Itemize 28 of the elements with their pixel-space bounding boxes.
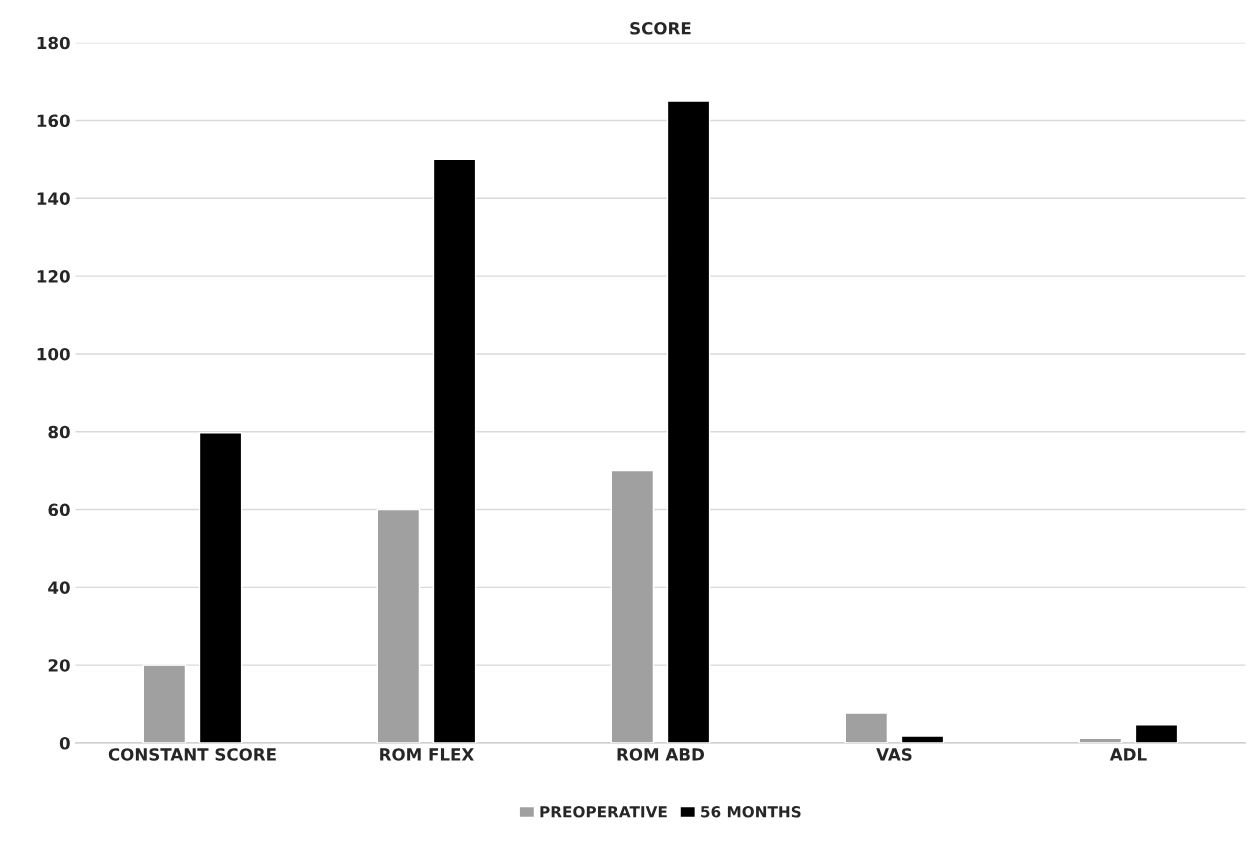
y-tick-label: 140 [37,192,70,205]
bar [1134,723,1179,743]
bar [376,508,421,743]
y-tick-label: 80 [48,425,70,439]
x-tick-label: ROM ABD [617,748,704,761]
x-tick-label: ADL [1109,748,1147,761]
bar [666,100,711,743]
y-tick-label: 160 [37,114,70,128]
x-tick-label: VAS [876,748,912,761]
chart-title: SCORE [630,22,691,35]
y-tick-label: 60 [48,503,70,517]
bar [844,712,889,743]
bar [432,158,477,743]
y-tick-label: 120 [37,270,70,283]
bar [142,664,187,743]
y-tick-label: 180 [37,36,70,50]
x-tick-label: CONSTANT SCORE [108,748,276,761]
y-tick-label: 0 [59,736,70,750]
x-tick-label: ROM FLEX [380,748,474,761]
bar [610,469,655,743]
bar [1078,737,1123,743]
legend-label: 56 MONTHS [701,806,801,818]
legend-label: PREOPERATIVE [540,806,667,818]
bar [900,735,945,743]
bar [198,432,243,743]
y-tick-label: 40 [48,581,70,594]
y-tick-label: 20 [48,659,70,672]
y-tick-label: 100 [37,347,70,361]
